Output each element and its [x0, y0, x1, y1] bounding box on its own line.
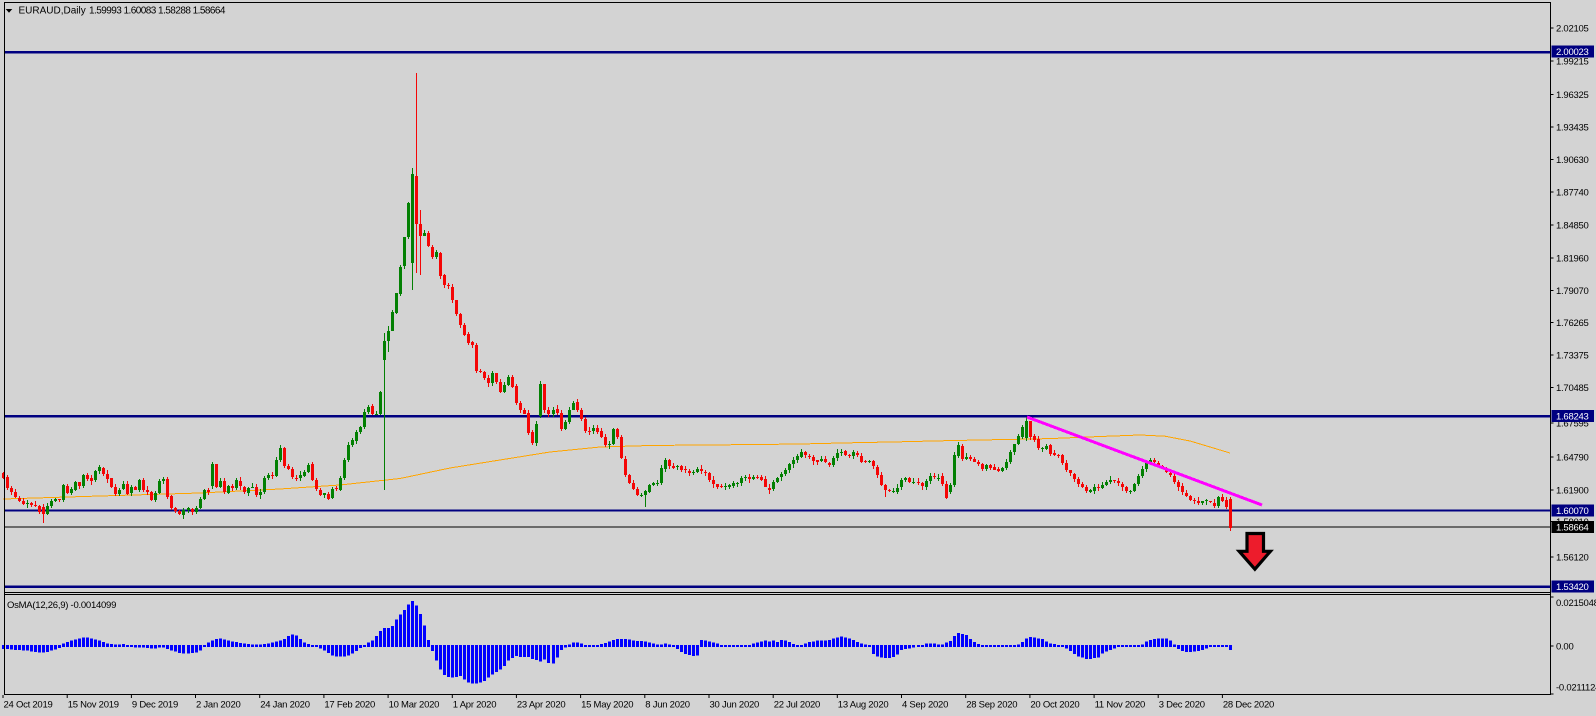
- svg-text:1.79070: 1.79070: [1556, 286, 1589, 297]
- svg-text:1.53420: 1.53420: [1556, 582, 1589, 593]
- svg-text:1.93435: 1.93435: [1556, 122, 1589, 133]
- svg-text:28 Dec 2020: 28 Dec 2020: [1223, 700, 1274, 711]
- svg-text:20 Oct 2020: 20 Oct 2020: [1030, 700, 1079, 711]
- svg-text:EURAUD,Daily: EURAUD,Daily: [19, 6, 86, 17]
- svg-text:-0.0211124: -0.0211124: [1556, 682, 1596, 693]
- svg-text:2.02105: 2.02105: [1556, 23, 1589, 34]
- svg-text:23 Apr 2020: 23 Apr 2020: [517, 700, 566, 711]
- svg-text:1.58664: 1.58664: [1556, 522, 1589, 533]
- svg-text:17 Feb 2020: 17 Feb 2020: [324, 700, 375, 711]
- svg-text:30 Jun 2020: 30 Jun 2020: [710, 700, 760, 711]
- svg-text:1.99215: 1.99215: [1556, 56, 1589, 67]
- svg-text:0.00: 0.00: [1556, 641, 1574, 652]
- svg-text:24 Jan 2020: 24 Jan 2020: [260, 700, 310, 711]
- svg-text:1.84850: 1.84850: [1556, 220, 1589, 231]
- svg-text:1.61900: 1.61900: [1556, 485, 1589, 496]
- svg-text:3 Dec 2020: 3 Dec 2020: [1159, 700, 1205, 711]
- svg-text:4 Sep 2020: 4 Sep 2020: [902, 700, 948, 711]
- svg-text:1.67595: 1.67595: [1556, 418, 1589, 429]
- svg-text:15 Nov 2019: 15 Nov 2019: [68, 700, 119, 711]
- svg-text:22 Jul 2020: 22 Jul 2020: [774, 700, 820, 711]
- svg-text:1.73375: 1.73375: [1556, 350, 1589, 361]
- svg-text:1.56120: 1.56120: [1556, 552, 1589, 563]
- svg-text:1.87740: 1.87740: [1556, 187, 1589, 198]
- svg-text:28 Sep 2020: 28 Sep 2020: [966, 700, 1017, 711]
- svg-text:1.81960: 1.81960: [1556, 253, 1589, 264]
- svg-text:1.76265: 1.76265: [1556, 318, 1589, 329]
- svg-text:OsMA(12,26,9) -0.0014099: OsMA(12,26,9) -0.0014099: [7, 600, 116, 611]
- svg-text:1.68243: 1.68243: [1556, 411, 1589, 422]
- svg-text:13 Aug 2020: 13 Aug 2020: [838, 700, 889, 711]
- svg-text:1.96325: 1.96325: [1556, 90, 1589, 101]
- svg-text:2.00023: 2.00023: [1556, 47, 1589, 58]
- svg-text:15 May 2020: 15 May 2020: [581, 700, 633, 711]
- svg-text:9 Dec 2019: 9 Dec 2019: [132, 700, 178, 711]
- svg-text:2 Jan 2020: 2 Jan 2020: [196, 700, 241, 711]
- svg-text:1.60070: 1.60070: [1556, 506, 1589, 517]
- svg-text:24 Oct 2019: 24 Oct 2019: [4, 700, 53, 711]
- svg-text:8 Jun 2020: 8 Jun 2020: [645, 700, 690, 711]
- svg-text:1.59993 1.60083 1.58288 1.5866: 1.59993 1.60083 1.58288 1.58664: [89, 6, 226, 17]
- svg-text:1.64790: 1.64790: [1556, 452, 1589, 463]
- svg-text:0.0215048: 0.0215048: [1556, 598, 1596, 609]
- svg-text:11 Nov 2020: 11 Nov 2020: [1095, 700, 1145, 711]
- svg-text:10 Mar 2020: 10 Mar 2020: [389, 700, 440, 711]
- svg-text:1.90630: 1.90630: [1556, 155, 1589, 166]
- svg-text:1 Apr 2020: 1 Apr 2020: [453, 700, 496, 711]
- svg-text:1.70485: 1.70485: [1556, 383, 1589, 394]
